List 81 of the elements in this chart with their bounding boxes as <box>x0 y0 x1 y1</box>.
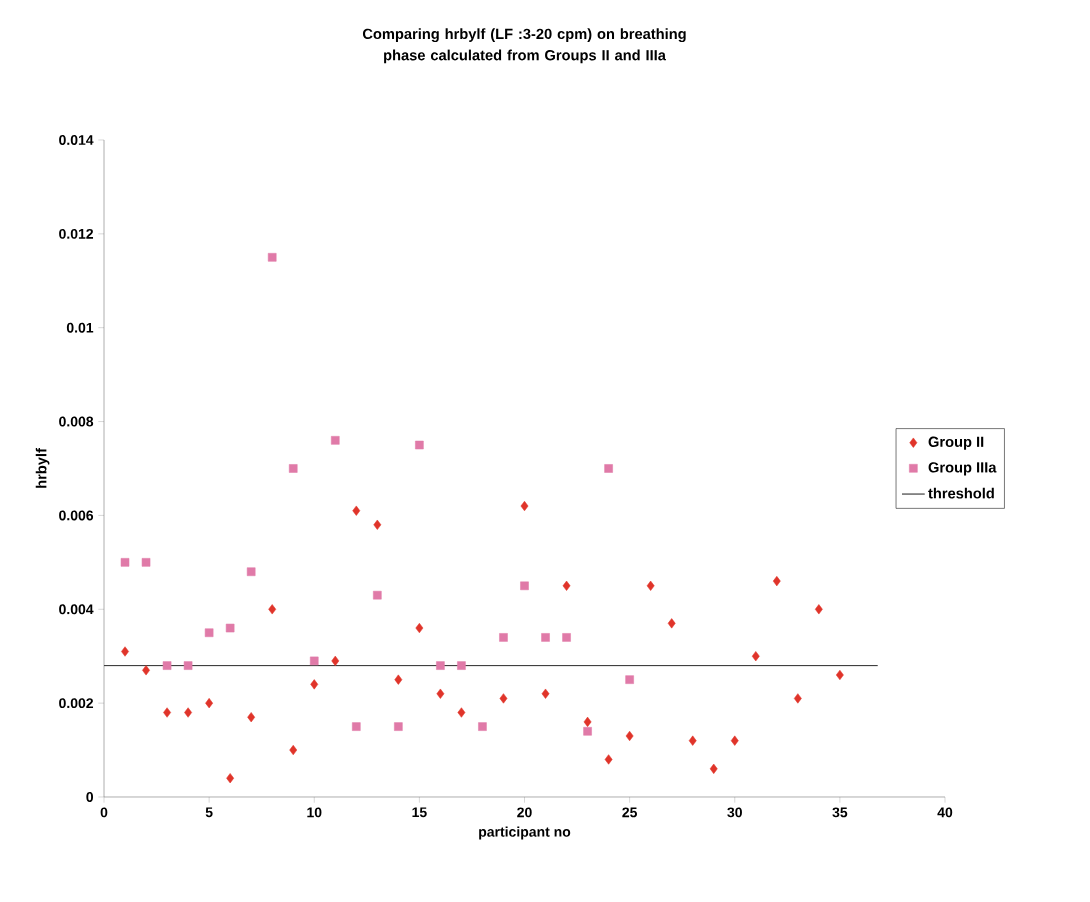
point <box>457 707 466 718</box>
point <box>499 693 508 704</box>
point <box>457 661 466 670</box>
point <box>562 580 571 591</box>
x-tick-label: 15 <box>412 807 427 818</box>
point <box>394 674 403 685</box>
point <box>499 633 508 642</box>
x-axis-title: participant no <box>479 826 571 840</box>
point <box>142 665 150 676</box>
point <box>646 580 655 591</box>
point <box>352 505 361 516</box>
x-tick-label: 20 <box>517 807 532 818</box>
point <box>415 440 424 450</box>
point <box>267 253 277 262</box>
x-tick-label: 35 <box>832 807 848 818</box>
point <box>331 655 340 666</box>
x-tick-label: 40 <box>937 807 953 818</box>
legend-label: Group II <box>928 436 984 450</box>
point <box>688 735 697 746</box>
y-tick-label: 0.006 <box>59 510 94 521</box>
x-tick-label: 25 <box>622 807 638 818</box>
point <box>625 675 634 684</box>
point <box>289 744 298 756</box>
point <box>205 698 213 709</box>
point <box>352 722 361 731</box>
point <box>331 436 340 445</box>
point <box>793 693 802 704</box>
point <box>583 716 592 727</box>
point <box>225 623 235 633</box>
point <box>415 622 424 634</box>
point <box>520 581 529 591</box>
point <box>394 722 403 731</box>
point <box>583 727 592 736</box>
point <box>562 633 571 642</box>
point <box>120 558 130 567</box>
point <box>184 707 192 718</box>
point <box>814 604 823 615</box>
y-tick-label: 0 <box>86 792 94 802</box>
point <box>121 646 129 657</box>
point <box>520 500 529 512</box>
point <box>288 464 298 473</box>
point <box>141 558 151 567</box>
y-tick-label: 0.008 <box>59 416 94 427</box>
point <box>436 661 445 670</box>
x-tick-label: 10 <box>307 807 322 818</box>
point <box>309 656 319 666</box>
y-tick-label: 0.01 <box>66 322 94 333</box>
y-tick-label: 0.012 <box>59 228 94 239</box>
point <box>625 730 634 742</box>
point <box>246 567 256 576</box>
point <box>436 688 445 699</box>
point <box>310 679 319 690</box>
x-tick-label: 5 <box>205 807 213 818</box>
point <box>247 712 256 723</box>
x-tick-label: 30 <box>727 807 742 818</box>
point <box>226 773 235 784</box>
y-axis-title: hrbylf <box>35 448 50 488</box>
point <box>772 576 781 587</box>
point <box>604 754 613 765</box>
point <box>730 735 739 746</box>
y-tick-label: 0.014 <box>59 135 94 145</box>
point <box>667 618 676 629</box>
point <box>373 519 382 530</box>
point <box>373 590 382 600</box>
y-tick-label: 0.002 <box>59 698 94 709</box>
legend-label: Group IIIa <box>928 462 997 476</box>
y-tick-label: 0.004 <box>59 604 94 615</box>
x-tick-label: 0 <box>100 807 108 818</box>
point <box>183 661 193 670</box>
point <box>709 763 718 774</box>
point <box>268 604 277 615</box>
chart-title: Comparing hrbylf (LF :3-20 cpm) on breathing phase calculated from Groups II and IIIa <box>362 28 686 64</box>
point <box>604 464 613 473</box>
point <box>751 651 760 662</box>
point <box>162 661 172 670</box>
point <box>541 633 550 642</box>
legend-label: threshold <box>928 487 994 499</box>
point <box>541 688 550 699</box>
point <box>478 722 487 731</box>
point <box>204 628 214 637</box>
point <box>163 707 171 718</box>
